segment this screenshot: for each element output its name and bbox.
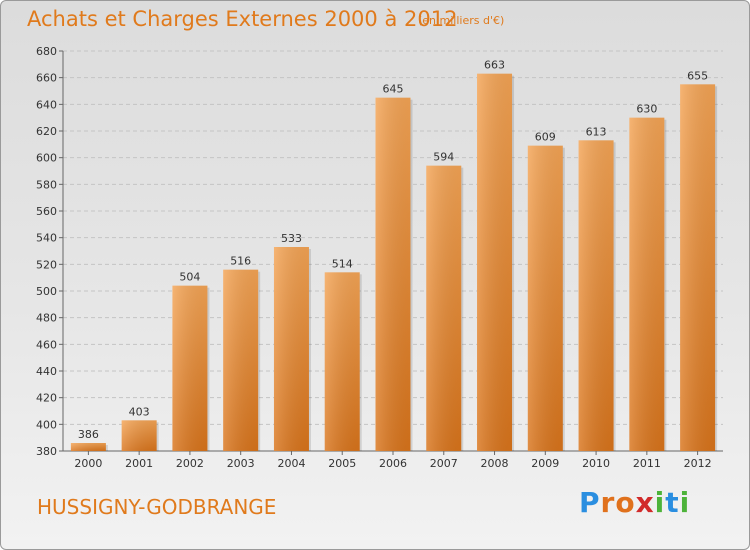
data-label: 403 (129, 405, 150, 418)
data-label: 645 (383, 83, 404, 96)
y-tick-label: 520 (36, 258, 57, 271)
y-tick-label: 660 (36, 72, 57, 85)
y-tick-label: 500 (36, 285, 57, 298)
bar-highlight (324, 272, 360, 451)
bar-highlight (477, 73, 513, 452)
y-tick-label: 580 (36, 178, 57, 191)
bar-highlight (375, 97, 411, 452)
y-tick-label: 640 (36, 98, 57, 111)
logo-letter: P (579, 486, 601, 519)
y-tick-label: 540 (36, 232, 57, 245)
bar-highlight (578, 140, 614, 452)
location-name: HUSSIGNY-GODBRANGE (37, 495, 277, 519)
data-label: 663 (484, 59, 505, 72)
x-tick-label: 2001 (125, 457, 153, 470)
y-tick-label: 560 (36, 205, 57, 218)
proxiti-logo: Proxiti (579, 486, 690, 519)
logo-letter: t (665, 486, 680, 519)
logo-letter: x (635, 486, 655, 519)
bar-highlight (629, 117, 665, 452)
x-tick-label: 2008 (481, 457, 509, 470)
x-tick-label: 2010 (582, 457, 610, 470)
logo-letter: r (600, 486, 616, 519)
data-label: 514 (332, 257, 353, 270)
x-tick-label: 2004 (277, 457, 305, 470)
logo-letter: i (679, 486, 691, 519)
y-tick-label: 400 (36, 418, 57, 431)
y-tick-label: 440 (36, 365, 57, 378)
data-label: 609 (535, 131, 556, 144)
y-tick-label: 420 (36, 392, 57, 405)
data-label: 386 (78, 428, 99, 441)
data-label: 533 (281, 232, 302, 245)
data-label: 594 (433, 151, 454, 164)
bar-highlight (680, 84, 716, 451)
data-label: 516 (230, 255, 251, 268)
y-tick-label: 480 (36, 312, 57, 325)
logo-letter: o (615, 486, 636, 519)
bar-highlight (223, 269, 259, 451)
x-tick-label: 2003 (227, 457, 255, 470)
y-tick-label: 380 (36, 445, 57, 458)
x-tick-label: 2009 (531, 457, 559, 470)
y-tick-label: 460 (36, 338, 57, 351)
data-label: 630 (636, 103, 657, 116)
data-label: 655 (687, 69, 708, 82)
y-tick-label: 620 (36, 125, 57, 138)
x-tick-label: 2012 (684, 457, 712, 470)
bar-highlight (426, 165, 462, 451)
chart-title: Achats et Charges Externes 2000 à 2012 (27, 7, 458, 31)
logo-letter: i (654, 486, 666, 519)
x-tick-label: 2000 (74, 457, 102, 470)
y-tick-label: 680 (36, 45, 57, 58)
chart-unit: (en milliers d'€) (418, 14, 505, 27)
x-tick-label: 2002 (176, 457, 204, 470)
data-label: 613 (586, 125, 607, 138)
y-tick-label: 600 (36, 152, 57, 165)
bar-highlight (121, 420, 157, 451)
bar-highlight (527, 145, 563, 451)
bar-highlight (172, 285, 208, 451)
x-tick-label: 2011 (633, 457, 661, 470)
x-tick-label: 2006 (379, 457, 407, 470)
bar-highlight (273, 247, 309, 451)
x-tick-label: 2005 (328, 457, 356, 470)
data-label: 504 (179, 271, 200, 284)
x-tick-label: 2007 (430, 457, 458, 470)
bar-highlight (70, 443, 106, 451)
